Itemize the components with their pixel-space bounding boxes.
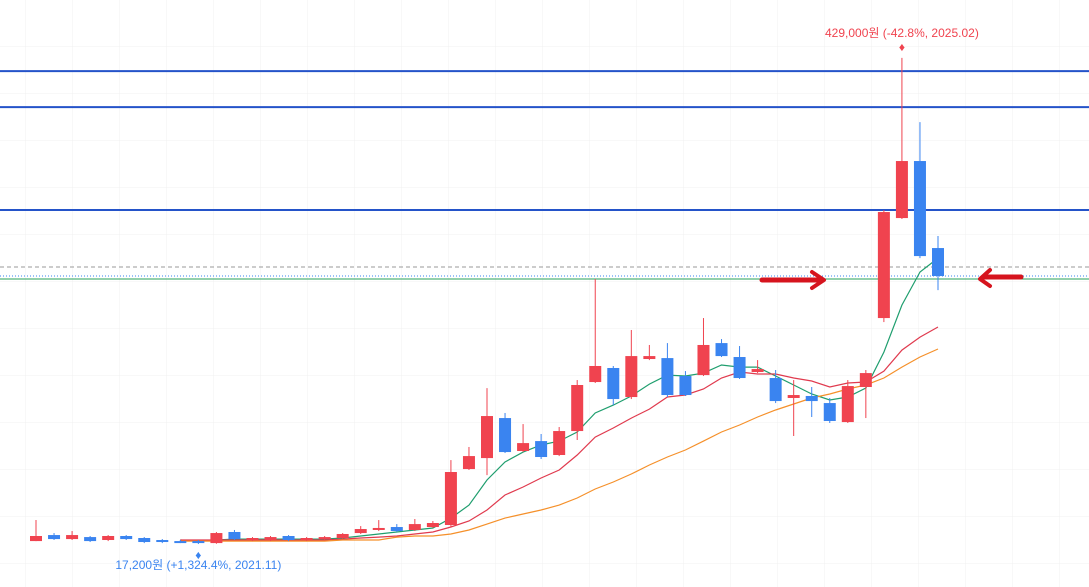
candle-body (300, 538, 313, 541)
candle-body (805, 395, 818, 402)
candle-body (228, 531, 241, 540)
candle-body (120, 535, 133, 540)
candle-body (84, 537, 97, 542)
candle-body (30, 535, 42, 542)
candle-body (102, 535, 115, 541)
right-arrow (759, 270, 826, 290)
candle-body (408, 524, 421, 530)
candle-body (823, 403, 836, 422)
candle-body (48, 535, 61, 540)
candle-body (264, 537, 277, 541)
low-marker: ♦ (195, 548, 201, 562)
candle-body (877, 212, 890, 319)
candle-body (553, 431, 566, 456)
candle-body (769, 378, 782, 402)
candle-body (859, 373, 872, 388)
candle-body (354, 529, 367, 534)
candle-body (444, 472, 457, 526)
candle-body (66, 535, 79, 540)
candle-body (679, 376, 692, 396)
left-arrow (978, 268, 1024, 288)
candle-body (913, 161, 926, 257)
candle-body (426, 523, 439, 528)
candle-body (156, 540, 169, 543)
candle-body (571, 384, 584, 432)
high-marker: ♦ (899, 40, 905, 54)
high-label: 429,000원 (-42.8%, 2025.02) (825, 26, 979, 40)
candle-body (462, 456, 475, 470)
candle-body (895, 161, 908, 219)
candle-body (138, 538, 151, 543)
candle-body (282, 535, 295, 541)
candle-body (499, 418, 512, 453)
candle-body (607, 367, 620, 400)
candle-body (661, 358, 674, 396)
candle-body (535, 441, 548, 458)
candle-body (643, 356, 656, 360)
candle-body (589, 365, 602, 383)
candle-body (336, 533, 349, 539)
candle-body (697, 344, 710, 376)
candle-body (715, 343, 728, 357)
candle-body (787, 395, 800, 398)
candle-body (841, 386, 854, 423)
candle-body (318, 537, 331, 540)
candle-body (625, 356, 638, 398)
candle-body (372, 527, 385, 530)
candle-body (733, 357, 746, 379)
plot: ♦429,000원 (-42.8%, 2025.02)♦17,200원 (+1,… (0, 26, 1089, 572)
candle-body (932, 248, 944, 277)
low-label: 17,200원 (+1,324.4%, 2021.11) (115, 558, 281, 572)
candle-body (174, 541, 187, 544)
candle-body (517, 443, 530, 451)
candle-body (210, 533, 223, 544)
candle-body (751, 369, 764, 373)
candle-body (246, 538, 259, 541)
candle-body (481, 416, 493, 459)
candle-body (390, 527, 403, 532)
candle-body (192, 541, 205, 544)
